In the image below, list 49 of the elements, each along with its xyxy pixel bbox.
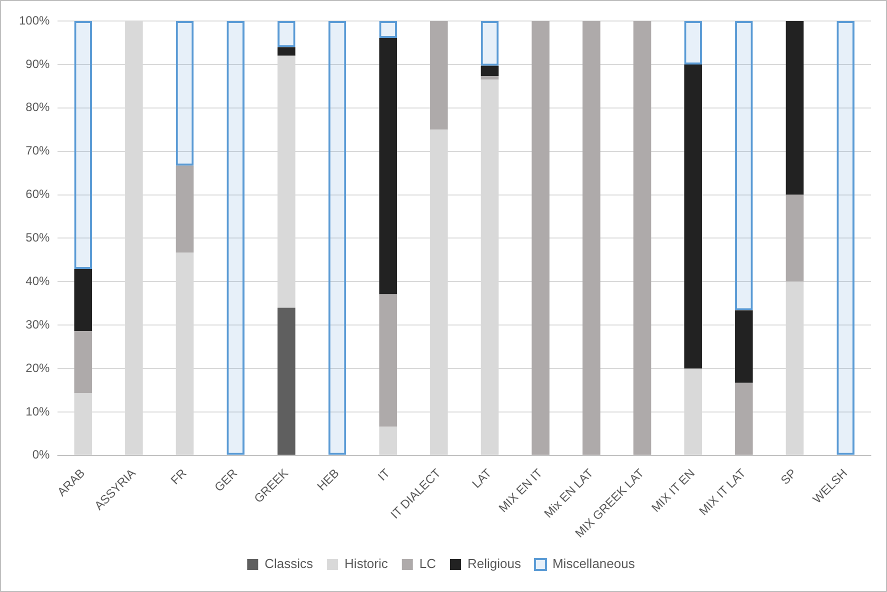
y-tick-label: 0% xyxy=(32,448,50,462)
bar xyxy=(735,21,753,310)
bar xyxy=(379,38,397,294)
x-tick-label: LAT xyxy=(469,466,495,491)
bar xyxy=(786,194,804,282)
bar xyxy=(226,21,244,455)
bar xyxy=(379,294,397,427)
y-tick-label: 30% xyxy=(26,317,50,332)
bar xyxy=(735,382,753,455)
bar xyxy=(684,21,702,64)
bar xyxy=(278,47,296,56)
bar xyxy=(836,21,854,455)
bar xyxy=(735,310,753,383)
y-tick-label: 10% xyxy=(26,404,50,418)
y-tick-label: 80% xyxy=(26,100,50,114)
legend-label: Classics xyxy=(264,556,314,572)
x-tick-label: FR xyxy=(168,466,190,488)
bar xyxy=(74,269,92,332)
bar xyxy=(532,21,550,455)
legend-label: Miscellaneous xyxy=(552,556,636,572)
legend-label: Religious xyxy=(468,556,522,572)
x-tick-label: MIX IT LAT xyxy=(696,466,749,518)
bar xyxy=(176,166,194,253)
bar xyxy=(480,21,499,66)
y-tick-label: 50% xyxy=(26,230,50,244)
x-tick-label: MIX IT EN xyxy=(648,466,698,515)
bar xyxy=(786,21,804,195)
bar xyxy=(480,76,499,80)
y-tick-label: 40% xyxy=(26,274,50,288)
x-tick-label: SP xyxy=(778,466,800,488)
legend-label: LC xyxy=(419,556,436,572)
bar xyxy=(278,308,296,455)
bar xyxy=(278,21,296,48)
y-tick-label: 20% xyxy=(26,360,50,375)
bar xyxy=(582,21,600,455)
bar xyxy=(74,331,92,394)
bar xyxy=(633,21,652,455)
bar xyxy=(74,21,92,270)
bar xyxy=(480,66,499,76)
bar xyxy=(176,21,194,166)
y-tick-label: 100% xyxy=(18,13,50,28)
bar xyxy=(430,21,448,130)
y-tick-label: 70% xyxy=(26,144,50,158)
y-tick-label: 90% xyxy=(26,56,50,71)
y-tick-label: 60% xyxy=(26,187,50,202)
legend-label: Historic xyxy=(344,556,388,572)
bar xyxy=(684,64,702,369)
x-tick-label: IT xyxy=(375,466,394,484)
bar xyxy=(328,21,346,455)
